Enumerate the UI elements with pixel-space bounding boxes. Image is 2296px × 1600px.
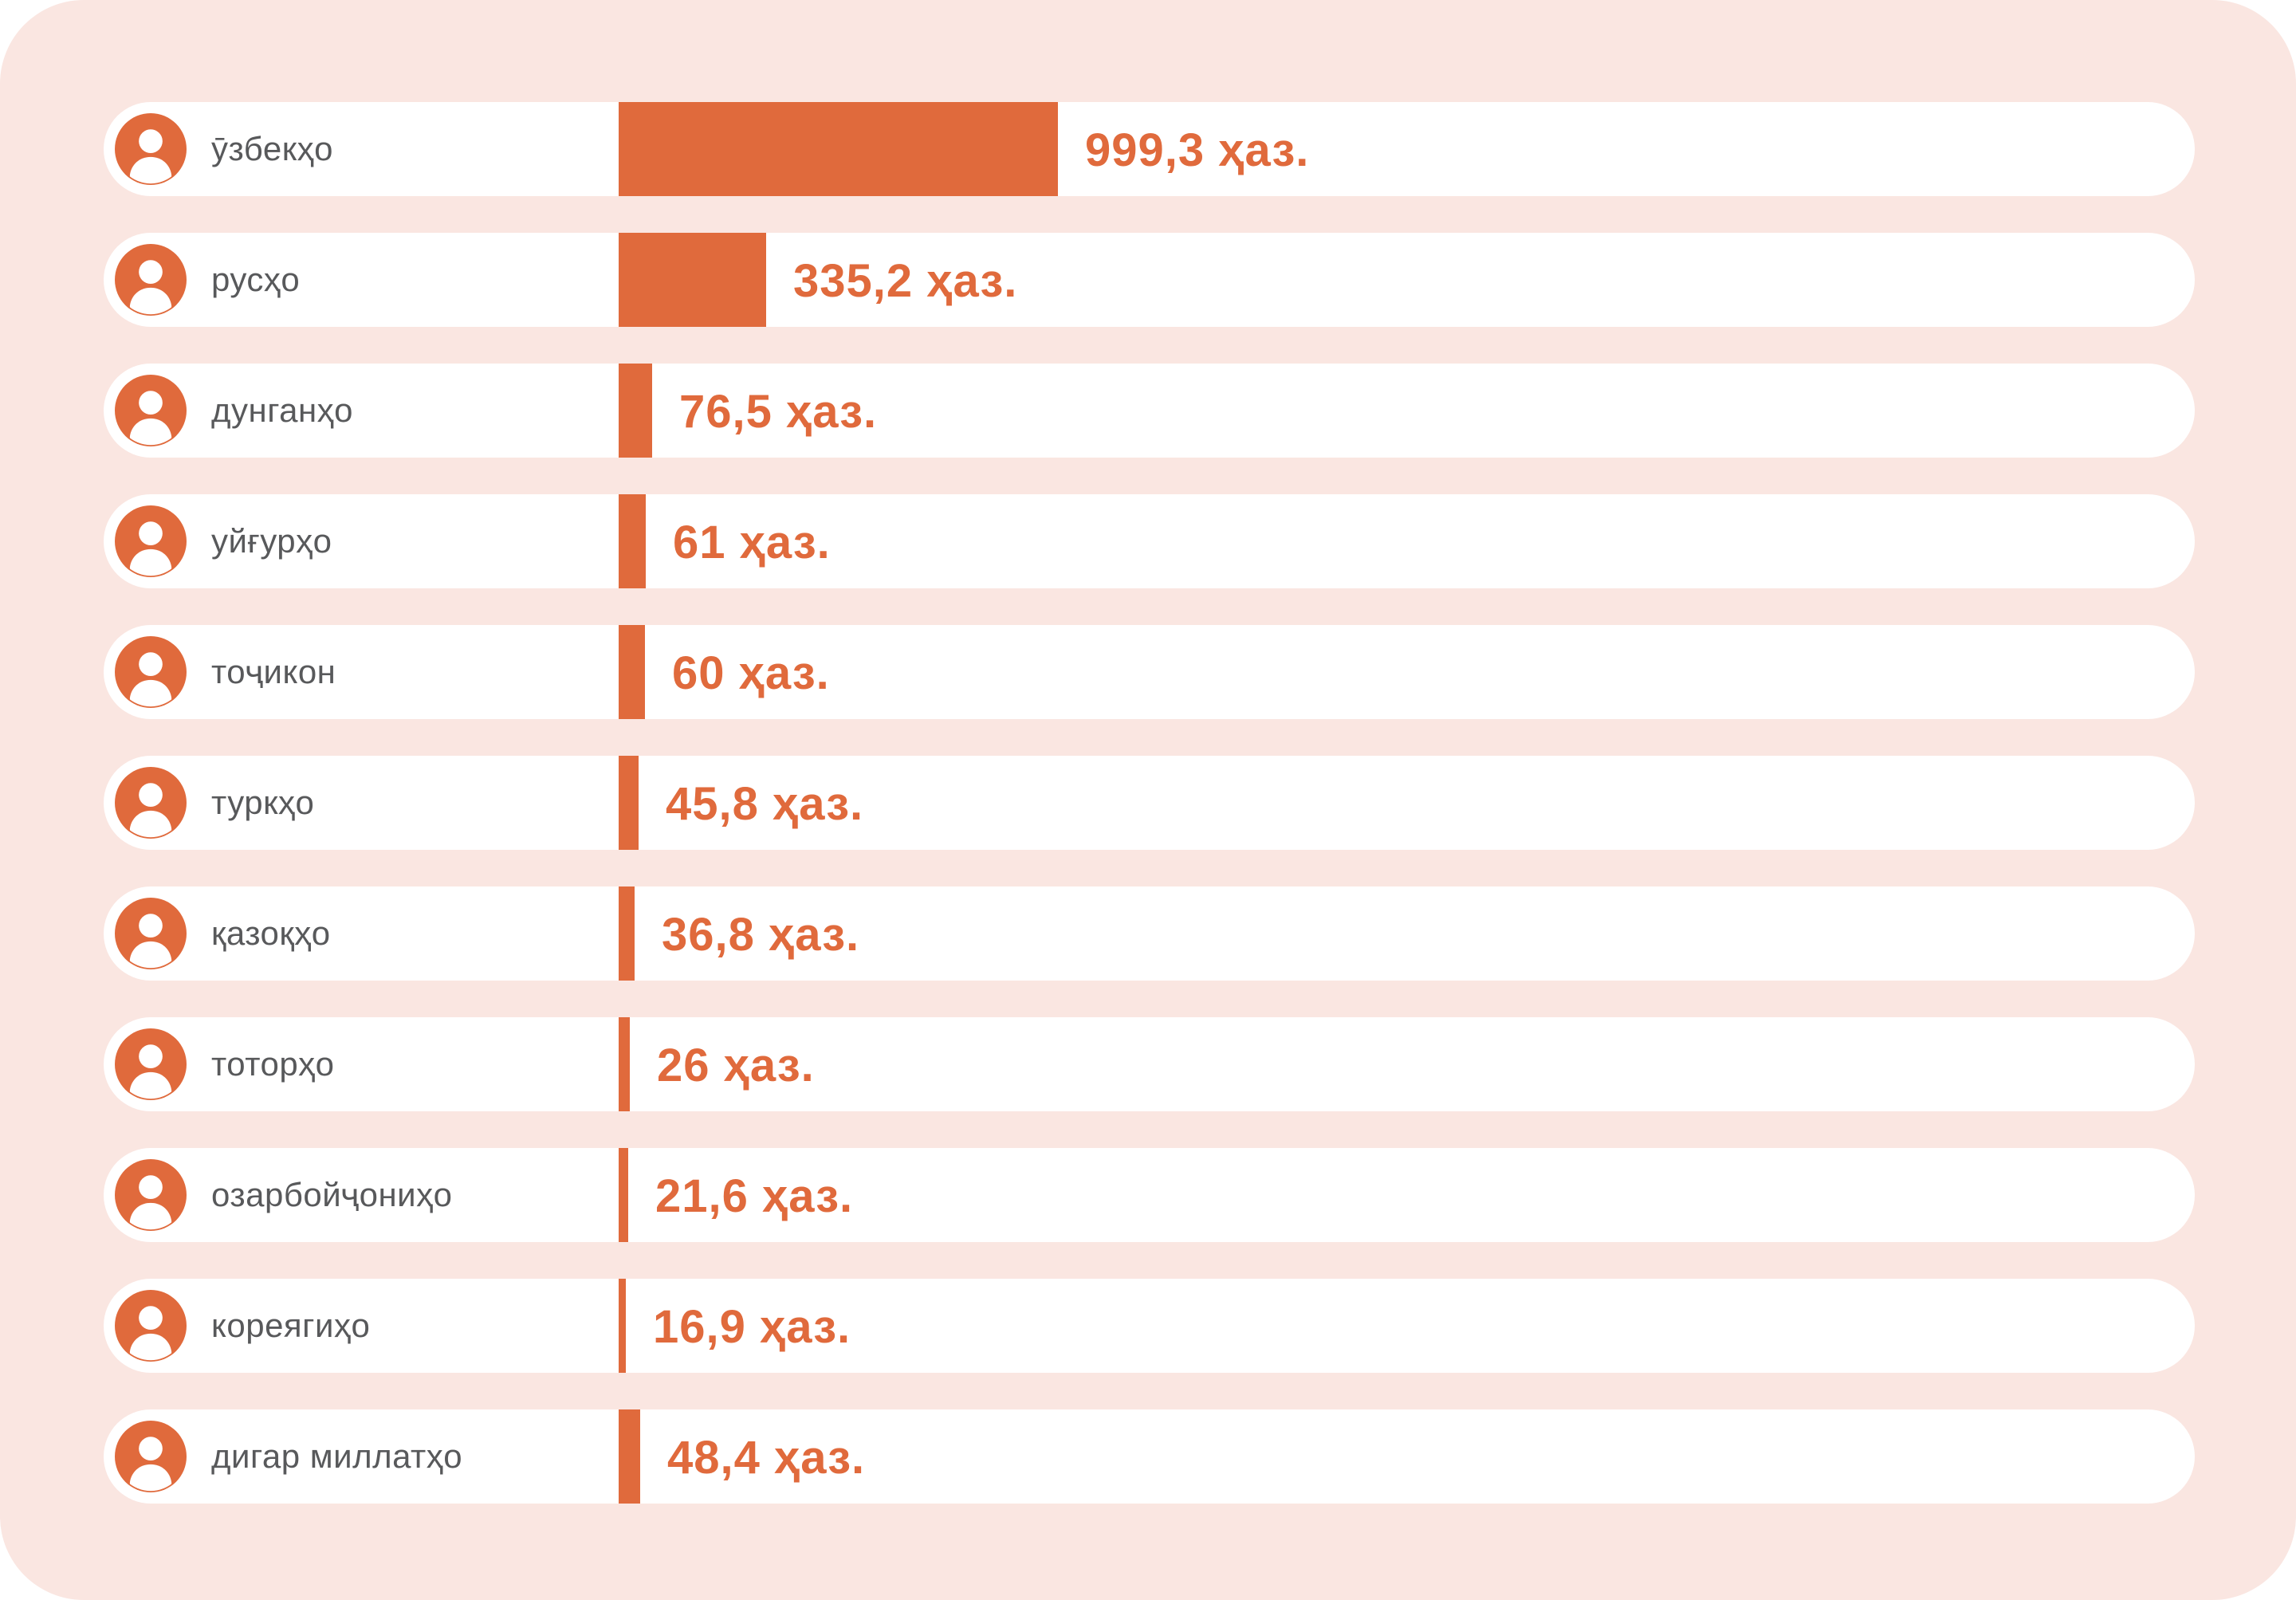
value-label: 26 ҳаз.: [657, 1040, 815, 1091]
value-label: 45,8 ҳаз.: [666, 778, 864, 830]
value-bar: [619, 1409, 640, 1504]
value-bar: [619, 1279, 626, 1373]
row-label: кореягиҳо: [211, 1307, 371, 1344]
row-label: тоҷикон: [211, 653, 336, 690]
row-label: тоторҳо: [211, 1045, 335, 1083]
value-label: 36,8 ҳаз.: [662, 909, 860, 961]
person-icon: [115, 898, 187, 969]
row-label: ӯзбекҳо: [211, 130, 333, 167]
value-bar: [619, 102, 1058, 196]
value-bar: [619, 886, 635, 981]
value-label: 61 ҳаз.: [673, 517, 831, 568]
value-bar: [619, 233, 766, 327]
bar-chart: ӯзбекҳо 999,3 ҳаз. русҳо 335,2 ҳаз. дунг…: [104, 102, 2195, 1504]
value-label: 335,2 ҳаз.: [793, 255, 1018, 307]
list-item: тоторҳо 26 ҳаз.: [104, 1017, 2195, 1111]
row-label: туркҳо: [211, 784, 315, 821]
list-item: дунганҳо 76,5 ҳаз.: [104, 364, 2195, 458]
row-label: дигар миллатҳо: [211, 1437, 463, 1475]
person-icon: [115, 1159, 187, 1231]
list-item: кореягиҳо 16,9 ҳаз.: [104, 1279, 2195, 1373]
list-item: қазоқҳо 36,8 ҳаз.: [104, 886, 2195, 981]
value-label: 48,4 ҳаз.: [667, 1432, 866, 1484]
list-item: тоҷикон 60 ҳаз.: [104, 625, 2195, 719]
person-icon: [115, 636, 187, 708]
row-label: уйғурҳо: [211, 522, 332, 560]
value-bar: [619, 1017, 630, 1111]
value-label: 76,5 ҳаз.: [679, 386, 878, 438]
person-icon: [115, 1290, 187, 1362]
person-icon: [115, 244, 187, 316]
person-icon: [115, 113, 187, 185]
person-icon: [115, 767, 187, 839]
list-item: озарбойҷониҳо 21,6 ҳаз.: [104, 1148, 2195, 1242]
value-label: 21,6 ҳаз.: [655, 1170, 854, 1222]
value-bar: [619, 364, 652, 458]
list-item: уйғурҳо 61 ҳаз.: [104, 494, 2195, 588]
person-icon: [115, 375, 187, 446]
list-item: туркҳо 45,8 ҳаз.: [104, 756, 2195, 850]
value-label: 60 ҳаз.: [672, 647, 830, 699]
person-icon: [115, 1028, 187, 1100]
person-icon: [115, 505, 187, 577]
row-label: қазоқҳо: [211, 914, 331, 952]
value-label: 16,9 ҳаз.: [653, 1301, 851, 1353]
person-icon: [115, 1421, 187, 1492]
value-bar: [619, 756, 639, 850]
row-label: дунганҳо: [211, 391, 354, 429]
value-bar: [619, 625, 645, 719]
list-item: дигар миллатҳо 48,4 ҳаз.: [104, 1409, 2195, 1504]
row-label: русҳо: [211, 261, 301, 298]
list-item: русҳо 335,2 ҳаз.: [104, 233, 2195, 327]
value-bar: [619, 1148, 628, 1242]
row-label: озарбойҷониҳо: [211, 1176, 453, 1213]
value-bar: [619, 494, 646, 588]
value-label: 999,3 ҳаз.: [1085, 124, 1310, 176]
list-item: ӯзбекҳо 999,3 ҳаз.: [104, 102, 2195, 196]
